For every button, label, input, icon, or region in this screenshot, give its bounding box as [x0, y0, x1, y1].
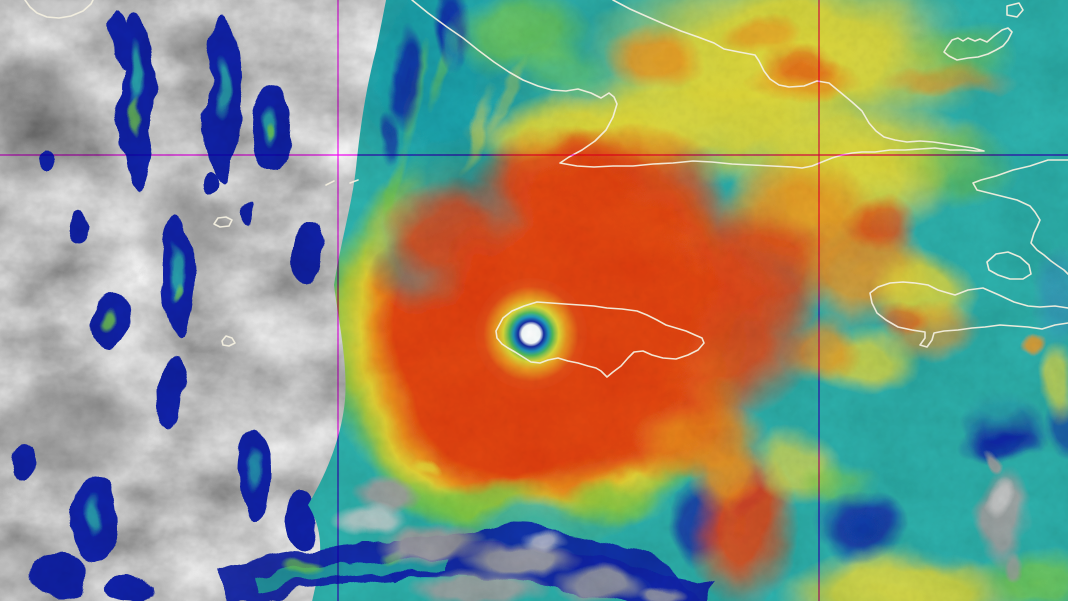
cuba-coastline — [411, 0, 985, 169]
haiti-south-peninsula-coastline — [869, 281, 1068, 348]
coastlines — [24, 0, 1068, 378]
little-inagua-coastline — [1006, 2, 1024, 18]
small-island-outline — [221, 335, 236, 347]
jamaica-coastline — [495, 301, 705, 378]
top-left-island-coastline — [24, 0, 94, 19]
great-inagua-coastline — [943, 27, 1013, 61]
grand-cayman-coastline — [213, 216, 233, 228]
haiti-north-peninsula-coastline — [972, 159, 1068, 275]
gonave-island-coastline — [986, 251, 1032, 280]
cayman-brac-coastline — [325, 179, 359, 186]
